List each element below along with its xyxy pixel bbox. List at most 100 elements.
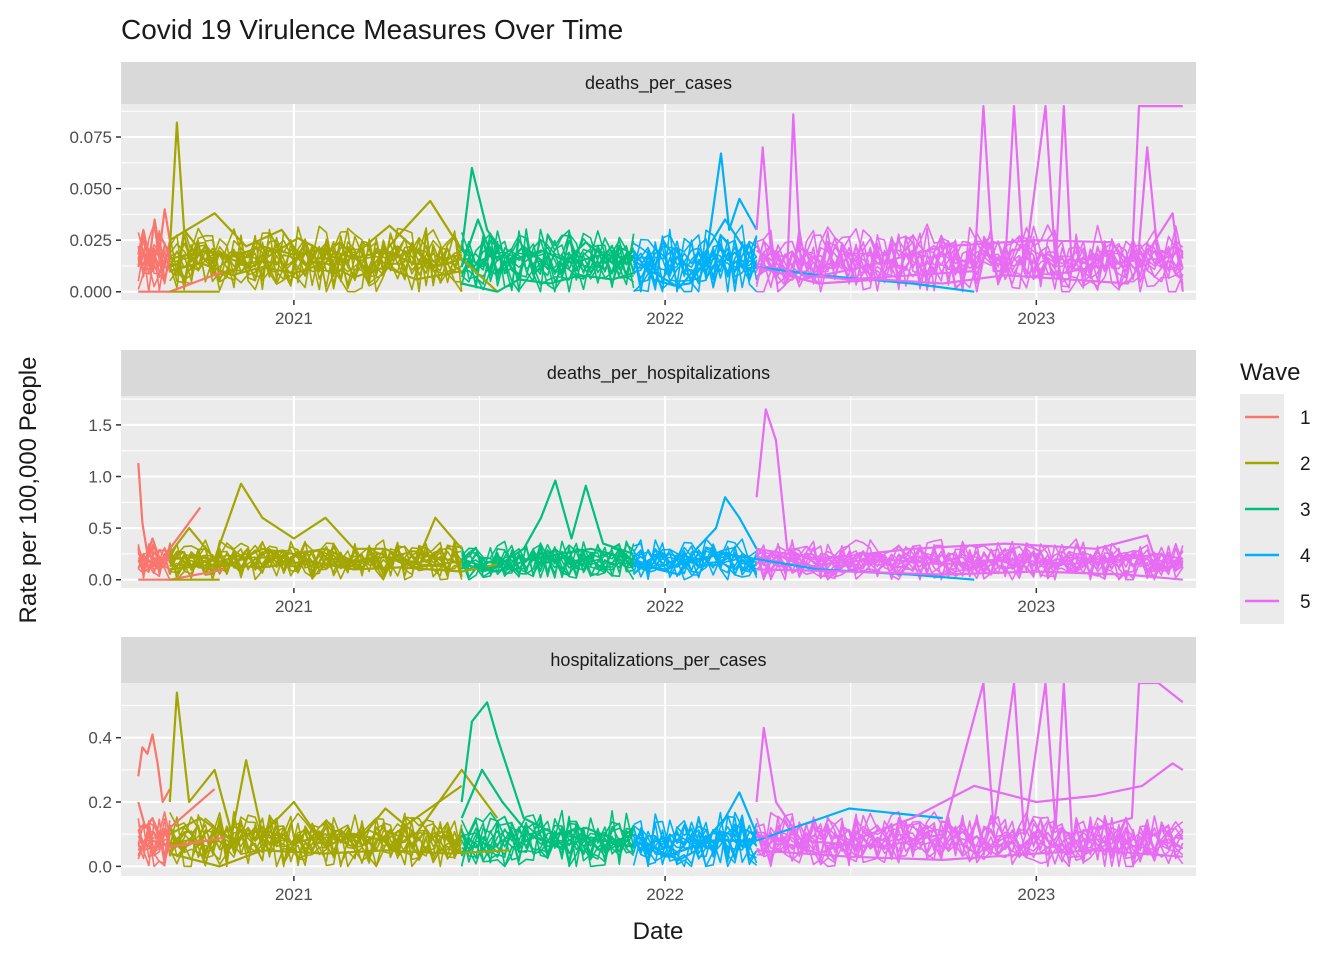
series-line-wave-5	[755, 105, 1183, 281]
series-line-wave-3	[461, 272, 634, 293]
x-tick-label: 2021	[275, 885, 313, 904]
series-line-wave-3-texture	[460, 540, 635, 581]
series-line-wave-1	[137, 836, 225, 852]
series-line-wave-5-texture	[756, 811, 1184, 868]
series-line-wave-3-texture	[460, 811, 635, 868]
series-line-wave-1	[137, 788, 216, 842]
facet-panel-deaths_per_cases: deaths_per_cases 0.000 0.025 0.050 0.075 2021…	[69, 62, 1196, 328]
series-line-wave-2	[169, 224, 499, 293]
x-tick-label: 2022	[646, 597, 684, 616]
series-line-wave-5-texture	[756, 814, 1184, 866]
series-line-wave-3	[461, 547, 634, 573]
y-tick-label: 0.050	[69, 180, 112, 199]
series-line-wave-3-texture	[460, 809, 635, 868]
series-line-wave-5-texture	[756, 542, 1184, 581]
series-line-wave-1	[138, 270, 226, 293]
series-line-wave-1	[137, 463, 171, 561]
series-line-wave-2-texture	[169, 225, 463, 293]
series-line-wave-4-texture	[632, 811, 758, 868]
y-tick-label: 1.5	[88, 416, 112, 435]
x-axis-label: Date	[633, 918, 684, 945]
y-tick-label: 0.4	[88, 729, 112, 748]
series-line-wave-3-texture	[460, 825, 635, 858]
series-line-wave-4	[632, 152, 758, 287]
series-line-wave-1	[137, 506, 202, 566]
series-line-wave-5	[755, 408, 1184, 566]
y-tick-label: 0.5	[88, 519, 112, 538]
series-line-wave-4	[633, 496, 758, 576]
chart-title: Covid 19 Virulence Measures Over Time	[121, 14, 623, 45]
series-line-wave-5	[756, 534, 1184, 571]
series-line-wave-1-texture	[138, 818, 171, 859]
legend-label-wave-5: 5	[1300, 592, 1311, 613]
series-line-wave-2	[169, 261, 462, 281]
series-line-wave-3-texture	[460, 543, 635, 579]
x-tick-label: 2023	[1017, 885, 1055, 904]
series-line-wave-2	[169, 199, 463, 273]
series-line-wave-5-texture	[755, 543, 1183, 580]
series-line-wave-1-texture	[137, 559, 171, 581]
y-tick-label: 0.075	[69, 128, 112, 147]
facet-strip-label: hospitalizations_per_cases	[550, 650, 766, 671]
facet-strip	[121, 350, 1196, 396]
legend-label-wave-3: 3	[1300, 500, 1311, 521]
series-line-wave-2-texture	[169, 232, 463, 291]
x-tick-label: 2021	[275, 309, 313, 328]
series-line-wave-5	[756, 146, 1184, 281]
series-line-wave-5-texture	[755, 232, 1184, 290]
series-line-wave-3	[460, 166, 634, 264]
series-line-wave-3	[460, 701, 635, 842]
series-line-wave-4-texture	[632, 234, 758, 291]
series-line-wave-1	[137, 232, 171, 273]
x-tick-label: 2023	[1017, 309, 1055, 328]
series-lines	[137, 105, 1184, 293]
facet-strip-label: deaths_per_hospitalizations	[547, 363, 770, 384]
facet-strip	[121, 637, 1196, 683]
legend-label-wave-2: 2	[1300, 454, 1311, 475]
facet-panels: deaths_per_cases 0.000 0.025 0.050 0.075 2021…	[69, 62, 1196, 904]
legend-label-wave-1: 1	[1300, 408, 1311, 429]
series-line-wave-1	[137, 733, 171, 804]
series-line-wave-4-texture	[632, 228, 758, 293]
series-line-wave-3	[460, 218, 635, 273]
series-line-wave-5-texture	[756, 551, 1184, 571]
series-line-wave-2-texture	[169, 815, 463, 867]
series-line-wave-4-texture	[633, 224, 758, 293]
series-line-wave-1	[137, 208, 171, 260]
series-line-wave-5-texture	[755, 245, 1184, 277]
series-line-wave-4-texture	[632, 538, 757, 581]
y-tick-label: 1.0	[88, 468, 112, 487]
series-line-wave-5-texture	[755, 538, 1184, 581]
series-line-wave-5	[756, 212, 1184, 292]
series-line-wave-5	[756, 568, 1183, 581]
series-line-wave-1-texture	[137, 833, 171, 868]
series-line-wave-3	[460, 768, 634, 849]
facet-strip	[121, 62, 1196, 104]
series-line-wave-5	[756, 762, 1184, 855]
x-tick-label: 2021	[275, 597, 313, 616]
series-line-wave-2-texture	[169, 229, 462, 292]
y-tick-label: 0.0	[88, 571, 112, 590]
series-line-wave-2	[169, 849, 510, 868]
series-line-wave-2	[169, 768, 499, 849]
series-line-wave-4-texture	[632, 818, 758, 868]
series-line-wave-1-texture	[137, 545, 171, 579]
legend-label-wave-4: 4	[1300, 546, 1311, 567]
series-line-wave-3-texture	[461, 239, 635, 286]
facet-strip-label: deaths_per_cases	[585, 73, 732, 94]
legend: Wave 1 2 3 4 5	[1240, 359, 1311, 624]
y-axis-label: Rate per 100,000 People	[15, 357, 42, 624]
facet-panel-hospitalizations_per_cases: hospitalizations_per_cases 0.0 0.2 0.4 2021 2…	[88, 637, 1196, 904]
series-line-wave-2-texture	[169, 812, 463, 868]
series-line-wave-5-texture	[756, 811, 1184, 868]
y-tick-label: 0.000	[69, 283, 112, 302]
series-line-wave-2-texture	[169, 227, 463, 293]
x-tick-label: 2022	[646, 309, 684, 328]
x-tick-label: 2022	[646, 885, 684, 904]
series-line-wave-2	[169, 547, 462, 569]
series-line-wave-2	[168, 482, 463, 566]
series-line-wave-3-texture	[460, 816, 635, 866]
facet-panel-deaths_per_hospitalizations: deaths_per_hospitalizations 0.0 0.5 1.0 1.5 2…	[88, 350, 1196, 616]
